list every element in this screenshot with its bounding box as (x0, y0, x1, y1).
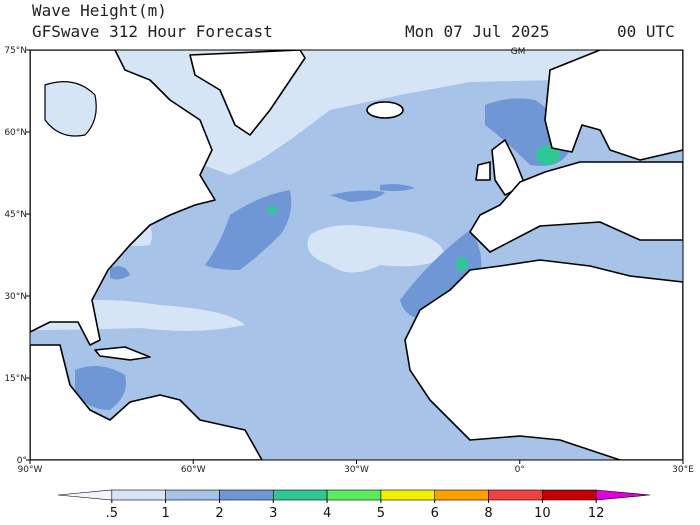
colorbar-label: 10 (534, 506, 551, 521)
colorbar-label: 2 (215, 506, 223, 521)
colorbar-swatch (111, 489, 166, 501)
meridian-label: GM (511, 47, 526, 57)
lat-tick-label: 75°N (4, 46, 27, 56)
colorbar-label: 8 (484, 506, 492, 521)
forecast-date: Mon 07 Jul 2025 (405, 22, 550, 41)
colorbar-label: 4 (323, 506, 331, 521)
forecast-time: 00 UTC (617, 22, 675, 41)
colorbar-swatch (380, 489, 436, 501)
map-field (30, 50, 683, 460)
lon-tick-label: 90°W (18, 465, 43, 475)
lat-tick-label: 45°N (4, 210, 27, 220)
dark-areas (75, 98, 570, 410)
lon-tick-label: 60°W (181, 465, 206, 475)
lon-tick-label: 30°E (672, 465, 694, 475)
colorbar-swatch (595, 489, 651, 501)
colorbar-swatch (165, 489, 220, 501)
lon-tick-label: 0° (515, 465, 525, 475)
colorbar-swatch (434, 489, 489, 501)
colorbar-label: 6 (431, 506, 439, 521)
colorbar-label: 1 (161, 506, 169, 521)
lat-tick-label: 60°N (4, 128, 27, 138)
colorbar-label: 12 (588, 506, 605, 521)
title: Wave Height(m) (32, 1, 167, 20)
land (30, 50, 683, 460)
colorbar-swatch (272, 489, 328, 501)
colorbar-swatch (326, 489, 382, 501)
colorbar-swatch (488, 489, 543, 501)
colorbar-label: 5 (377, 506, 385, 521)
lon-tick-label: 30°W (344, 465, 369, 475)
colorbar-label: 3 (269, 506, 277, 521)
colorbar-swatch (542, 489, 597, 501)
lat-tick-label: 0° (17, 456, 27, 466)
colorbar-label: .5 (106, 506, 118, 521)
colorbar-swatch (219, 489, 274, 501)
colorbar-swatch (57, 489, 113, 501)
subtitle: GFSwave 312 Hour Forecast (32, 22, 273, 41)
lat-tick-label: 30°N (4, 292, 27, 302)
lat-tick-label: 15°N (4, 374, 27, 384)
